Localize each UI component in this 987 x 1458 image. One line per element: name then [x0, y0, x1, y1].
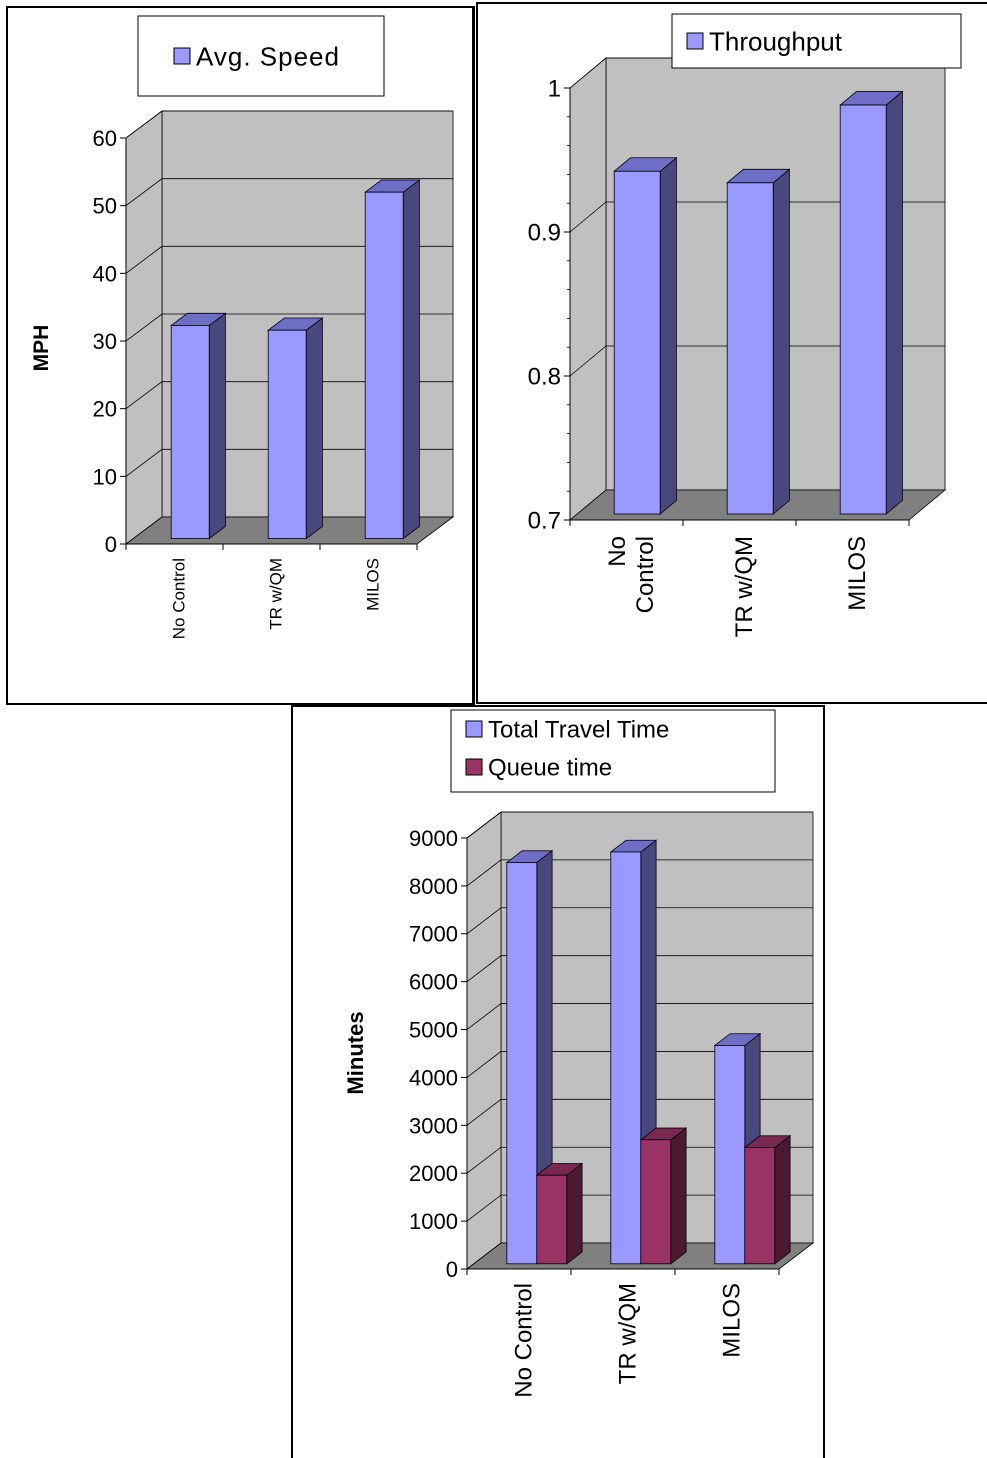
x-category-label: No Control: [170, 558, 189, 639]
gridline: [125, 178, 453, 206]
gridline: [466, 907, 813, 935]
legend-swatch: [465, 758, 483, 776]
gridline: [466, 811, 813, 839]
gridline: [125, 313, 453, 342]
legend-box: [671, 13, 962, 69]
bar-avg-speed-tr-w-qm-side: [305, 317, 323, 540]
legend-swatch: [686, 32, 704, 50]
gridline: [125, 448, 453, 477]
x-category-label: MILOS: [719, 1283, 746, 1358]
x-category-label: No Control: [511, 1283, 538, 1398]
gridline: [466, 1098, 813, 1126]
avg-speed-chart: 0 10 20 30 40 50 60 No Control TR w/QM MILOS MPH Av…: [30, 15, 455, 639]
y-tick-label: 2000: [409, 1161, 458, 1186]
y-tick-label: 7000: [409, 922, 458, 947]
gridline: [466, 1194, 813, 1222]
x-category-label: NoControl: [604, 536, 659, 613]
gridline: [125, 381, 453, 409]
y-tick-label: 5000: [409, 1017, 458, 1042]
gridline: [125, 110, 453, 139]
bar-queue-time-no-control: [536, 1174, 568, 1265]
y-tick-label: 1: [548, 76, 561, 103]
x-category-label-line: Control: [632, 536, 659, 613]
gridline: [466, 1146, 813, 1174]
y-axis-label: Minutes: [343, 1011, 368, 1094]
bar-throughput-milos-side: [885, 90, 903, 515]
y-tick-label: 0.7: [528, 508, 561, 535]
side-wall: [569, 57, 607, 521]
gridline: [569, 345, 945, 377]
y-tick-label: 9000: [409, 826, 458, 851]
bar-queue-time-no-control-side: [566, 1162, 583, 1265]
bar-avg-speed-no-control: [170, 325, 210, 540]
x-category-label: MILOS: [364, 558, 383, 611]
legend-swatch: [173, 47, 191, 65]
bar-queue-time-milos: [744, 1147, 776, 1265]
legend-label: Avg. Speed: [196, 41, 340, 71]
y-tick-label: 1000: [409, 1209, 458, 1234]
gridline: [466, 1003, 813, 1030]
legend-label: Total Travel Time: [488, 717, 669, 744]
x-category-label: TR w/QM: [267, 558, 286, 630]
y-tick-label: 10: [93, 464, 117, 489]
y-tick-label: 4000: [409, 1065, 458, 1090]
bar-queue-time-tr-w-qm-side: [670, 1127, 687, 1265]
y-tick-label: 60: [93, 126, 117, 151]
legend-box: [450, 709, 776, 793]
y-tick-label: 0.9: [528, 220, 561, 247]
y-tick-label: 3000: [409, 1113, 458, 1138]
y-tick-label: 40: [93, 261, 117, 286]
bar-avg-speed-milos-side: [402, 179, 420, 540]
bar-queue-time-tr-w-qm: [640, 1139, 672, 1265]
gridline: [569, 201, 945, 233]
y-tick-label: 0: [446, 1257, 458, 1282]
travel-time-chart: 0 1000 2000 3000 4000 5000 6000 7000 8000 9000 No …: [343, 709, 815, 1398]
legend-label: Queue time: [488, 755, 612, 782]
x-category-label: MILOS: [844, 536, 871, 611]
bar-throughput-tr-w-qm-side: [772, 168, 790, 515]
y-tick-label: 20: [93, 397, 117, 422]
y-tick-label: 30: [93, 329, 117, 354]
y-tick-label: 0.8: [528, 364, 561, 391]
y-tick-label: 0: [105, 532, 117, 557]
bar-queue-time-milos-side: [774, 1134, 791, 1265]
y-tick-label: 50: [93, 194, 117, 219]
x-category-label: TR w/QM: [615, 1283, 642, 1384]
throughput-chart-panel: 0.7 0.8 0.9 1 NoControl TR w/QM MILOS Throughpu…: [476, 2, 987, 704]
y-tick-label: 8000: [409, 874, 458, 899]
bar-throughput-milos: [839, 104, 887, 515]
y-axis-label: MPH: [30, 325, 53, 372]
bar-throughput-no-control: [613, 170, 661, 515]
y-tick-label: 6000: [409, 970, 458, 995]
gridline: [466, 859, 813, 887]
x-category-label-line: No: [604, 536, 631, 567]
gridline: [466, 1051, 813, 1078]
bar-avg-speed-no-control-side: [208, 312, 226, 540]
legend-swatch: [465, 720, 483, 738]
throughput-chart: 0.7 0.8 0.9 1 NoControl TR w/QM MILOS Throughpu…: [528, 13, 962, 637]
travel-time-chart-panel: 0 1000 2000 3000 4000 5000 6000 7000 8000 9000 No …: [291, 705, 825, 1458]
avg-speed-chart-panel: 0 10 20 30 40 50 60 No Control TR w/QM MILOS MPH Av…: [6, 6, 475, 705]
bar-total-travel-time-no-control: [506, 862, 538, 1265]
bar-avg-speed-milos: [364, 191, 404, 540]
bar-throughput-tr-w-qm: [726, 182, 774, 515]
bar-throughput-no-control-side: [659, 156, 677, 515]
x-category-label: TR w/QM: [731, 536, 758, 637]
side-wall: [466, 811, 502, 1270]
bar-total-travel-time-tr-w-qm: [610, 851, 642, 1265]
bar-avg-speed-tr-w-qm: [267, 329, 307, 540]
gridline: [125, 245, 453, 274]
gridline: [466, 955, 813, 982]
legend-label: Throughput: [709, 26, 843, 56]
bar-total-travel-time-milos: [714, 1045, 746, 1265]
